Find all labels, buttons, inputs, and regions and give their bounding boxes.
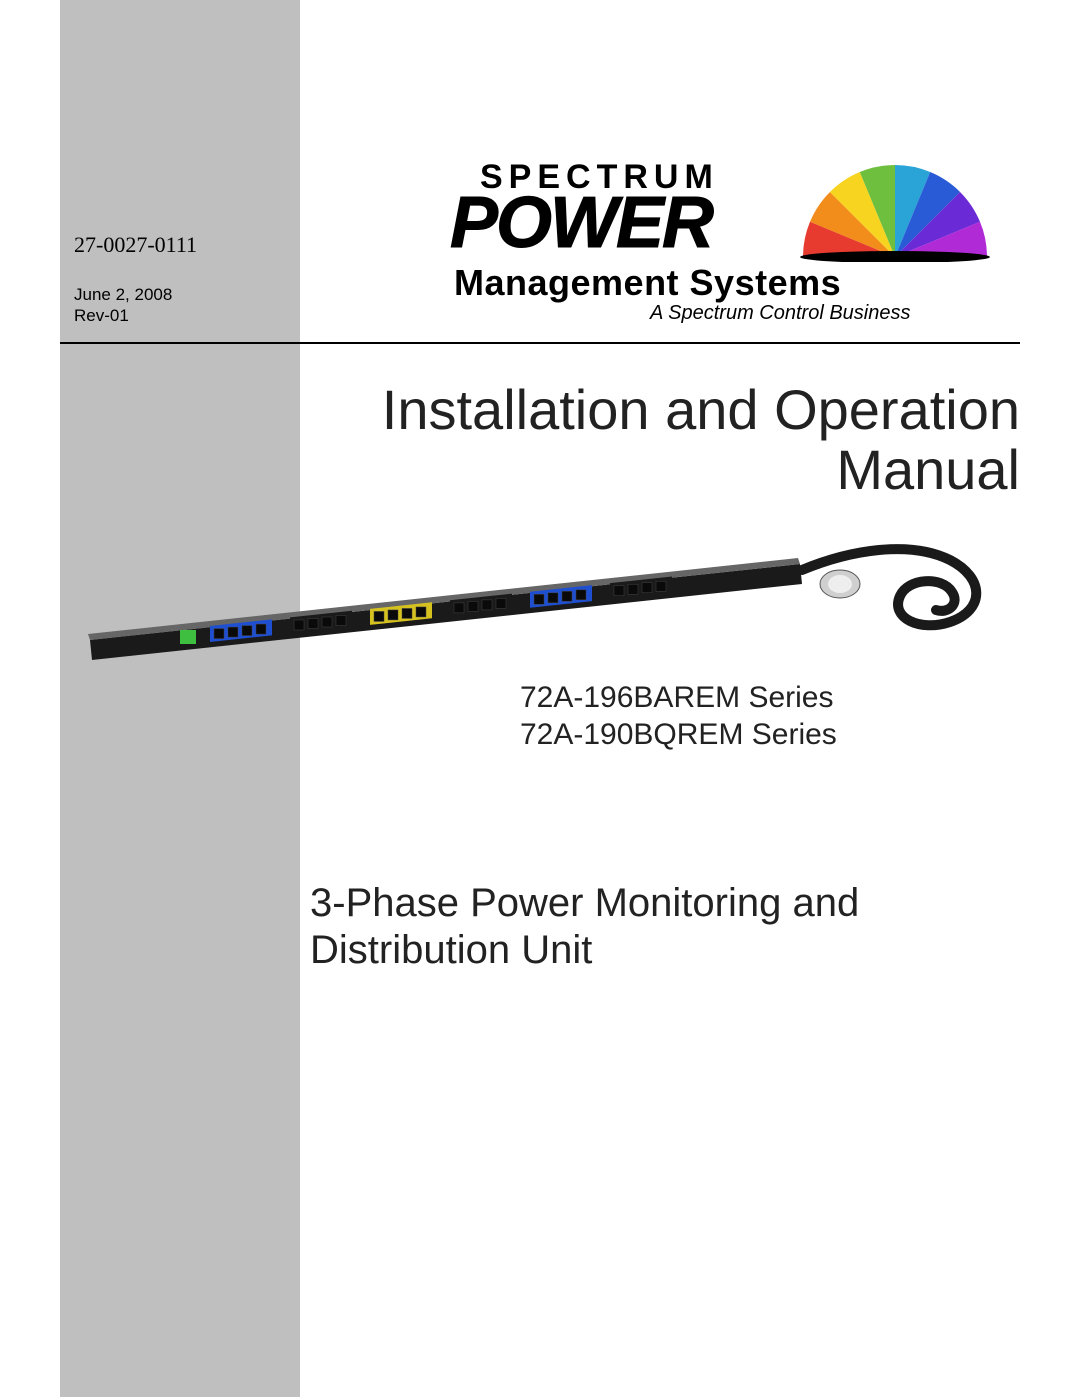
document-revision: Rev-01 bbox=[74, 306, 129, 325]
manual-title: Installation and Operation Manual bbox=[260, 380, 1020, 501]
logo-tagline: A Spectrum Control Business bbox=[650, 302, 910, 325]
header-divider bbox=[60, 342, 1020, 344]
product-series-block: 72A-196BAREM Series 72A-190BQREM Series bbox=[520, 680, 920, 753]
document-number: 27-0027-0111 bbox=[74, 232, 197, 258]
document-date-rev: June 2, 2008 Rev-01 bbox=[74, 284, 172, 327]
logo-line-power: POWER bbox=[450, 182, 712, 264]
logo-line-management: Management Systems bbox=[454, 262, 841, 304]
pdu-illustration bbox=[80, 540, 1020, 670]
rainbow-arc-icon bbox=[800, 162, 990, 262]
brand-logo: SPECTRUM POWER Management Systems A Spec… bbox=[450, 150, 1000, 320]
document-date: June 2, 2008 bbox=[74, 285, 172, 304]
series-line-2: 72A-190BQREM Series bbox=[520, 717, 920, 754]
series-line-1: 72A-196BAREM Series bbox=[520, 680, 920, 717]
pdu-svg bbox=[80, 540, 1020, 670]
manual-cover-page: 27-0027-0111 June 2, 2008 Rev-01 SPECTRU… bbox=[0, 0, 1080, 1397]
left-sidebar bbox=[60, 0, 300, 1397]
product-description: 3-Phase Power Monitoring and Distributio… bbox=[310, 880, 1010, 974]
